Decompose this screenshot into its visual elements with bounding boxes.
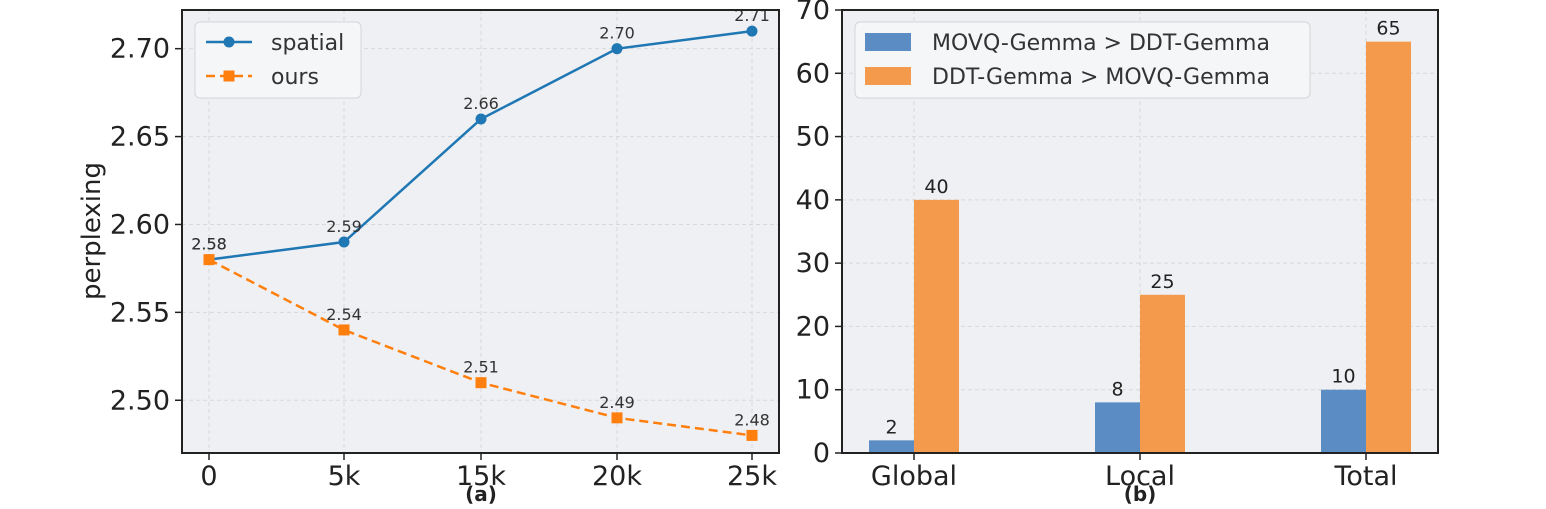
legend-label: MOVQ-Gemma > DDT-Gemma xyxy=(932,31,1270,56)
legend-swatch xyxy=(865,67,911,85)
x-tick-label: Local xyxy=(1105,461,1175,492)
bar-movq-total xyxy=(1321,389,1366,453)
x-tick-label: 25k xyxy=(727,461,777,492)
ticks-b: 0 10 20 30 40 50 60 70 Global Local Total xyxy=(796,0,1398,492)
legend-label-ours: ours xyxy=(271,65,319,90)
x-tick-label: 20k xyxy=(592,461,642,492)
x-tick-label: 5k xyxy=(328,461,361,492)
y-tick-label: 70 xyxy=(796,0,830,26)
x-tick-label: Total xyxy=(1333,461,1397,492)
plot-frame-a xyxy=(181,9,780,454)
y-tick-label: 30 xyxy=(796,248,830,279)
x-tick-label: 0 xyxy=(200,461,217,492)
legend-a: spatial ours xyxy=(194,21,362,99)
y-tick-label: 2.55 xyxy=(110,297,170,328)
marker-ours xyxy=(746,429,758,441)
data-label-ours: 2.49 xyxy=(599,393,635,412)
data-label-spatial: 2.59 xyxy=(326,217,362,236)
y-tick-label: 40 xyxy=(796,185,830,216)
legend-marker-ours xyxy=(223,70,235,82)
y-tick-label: 10 xyxy=(796,375,830,406)
y-tick-label: 2.50 xyxy=(110,385,170,416)
data-label-ours: 2.51 xyxy=(463,358,499,377)
panel-label-b: (b) xyxy=(1124,482,1157,506)
data-label-ours: 2.58 xyxy=(191,235,227,254)
y-tick-label: 60 xyxy=(796,58,830,89)
marker-spatial xyxy=(611,43,623,55)
legend-label-spatial: spatial xyxy=(271,31,344,56)
marker-ours xyxy=(475,377,487,389)
bars-layer-b: 2 8 10 40 25 65 xyxy=(869,18,1411,454)
legend-b: MOVQ-Gemma > DDT-Gemma DDT-Gemma > MOVQ-G… xyxy=(854,21,1311,99)
data-label-spatial: 2.66 xyxy=(463,94,499,113)
data-label-ours: 2.54 xyxy=(326,305,362,324)
panel-label-a: (a) xyxy=(465,482,497,506)
y-tick-label: 2.70 xyxy=(110,34,170,65)
y-tick-label: 50 xyxy=(796,122,830,153)
ticks-a: 2.50 2.55 2.60 2.65 2.70 0 5k 15k 20k 25k xyxy=(110,34,777,492)
bar-value-label: 65 xyxy=(1376,18,1400,40)
y-axis-label-a: perplexing xyxy=(77,162,107,300)
marker-ours xyxy=(338,324,350,336)
bar-movq-local xyxy=(1095,402,1140,453)
bar-ddt-global xyxy=(914,199,959,453)
data-label-ours: 2.48 xyxy=(734,410,770,429)
marker-ours xyxy=(203,254,215,266)
marker-spatial xyxy=(746,25,758,37)
legend-swatch xyxy=(865,33,911,51)
bar-chart-panel: 2 8 10 40 25 65 0 10 20 30 40 50 60 70 Global Local Tot… xyxy=(796,0,1439,506)
bar-value-label: 40 xyxy=(924,176,948,198)
marker-spatial xyxy=(338,236,350,248)
legend-label: DDT-Gemma > MOVQ-Gemma xyxy=(932,65,1270,90)
bar-value-label: 2 xyxy=(885,416,897,438)
bar-ddt-total xyxy=(1366,41,1411,454)
plot-frame-b xyxy=(841,9,1439,454)
marker-spatial xyxy=(475,113,487,125)
line-chart-panel: 2.582.592.662.702.712.582.542.512.492.48… xyxy=(77,6,780,506)
bar-movq-global xyxy=(869,440,914,453)
data-label-spatial: 2.70 xyxy=(599,24,635,43)
y-tick-label: 2.65 xyxy=(110,122,170,153)
x-tick-label: Global xyxy=(871,461,957,492)
y-tick-label: 2.60 xyxy=(110,209,170,240)
y-tick-label: 20 xyxy=(796,311,830,342)
bar-value-label: 25 xyxy=(1150,271,1174,293)
y-tick-label: 0 xyxy=(813,438,830,469)
bar-ddt-local xyxy=(1140,294,1185,453)
marker-ours xyxy=(611,412,623,424)
legend-box xyxy=(854,21,1311,99)
bar-value-label: 8 xyxy=(1111,378,1123,400)
bar-value-label: 10 xyxy=(1331,366,1355,388)
data-label-spatial: 2.58 xyxy=(191,235,227,254)
legend-marker-spatial xyxy=(223,36,235,48)
data-label-spatial: 2.71 xyxy=(734,6,770,25)
x-tick-label: 15k xyxy=(456,461,506,492)
